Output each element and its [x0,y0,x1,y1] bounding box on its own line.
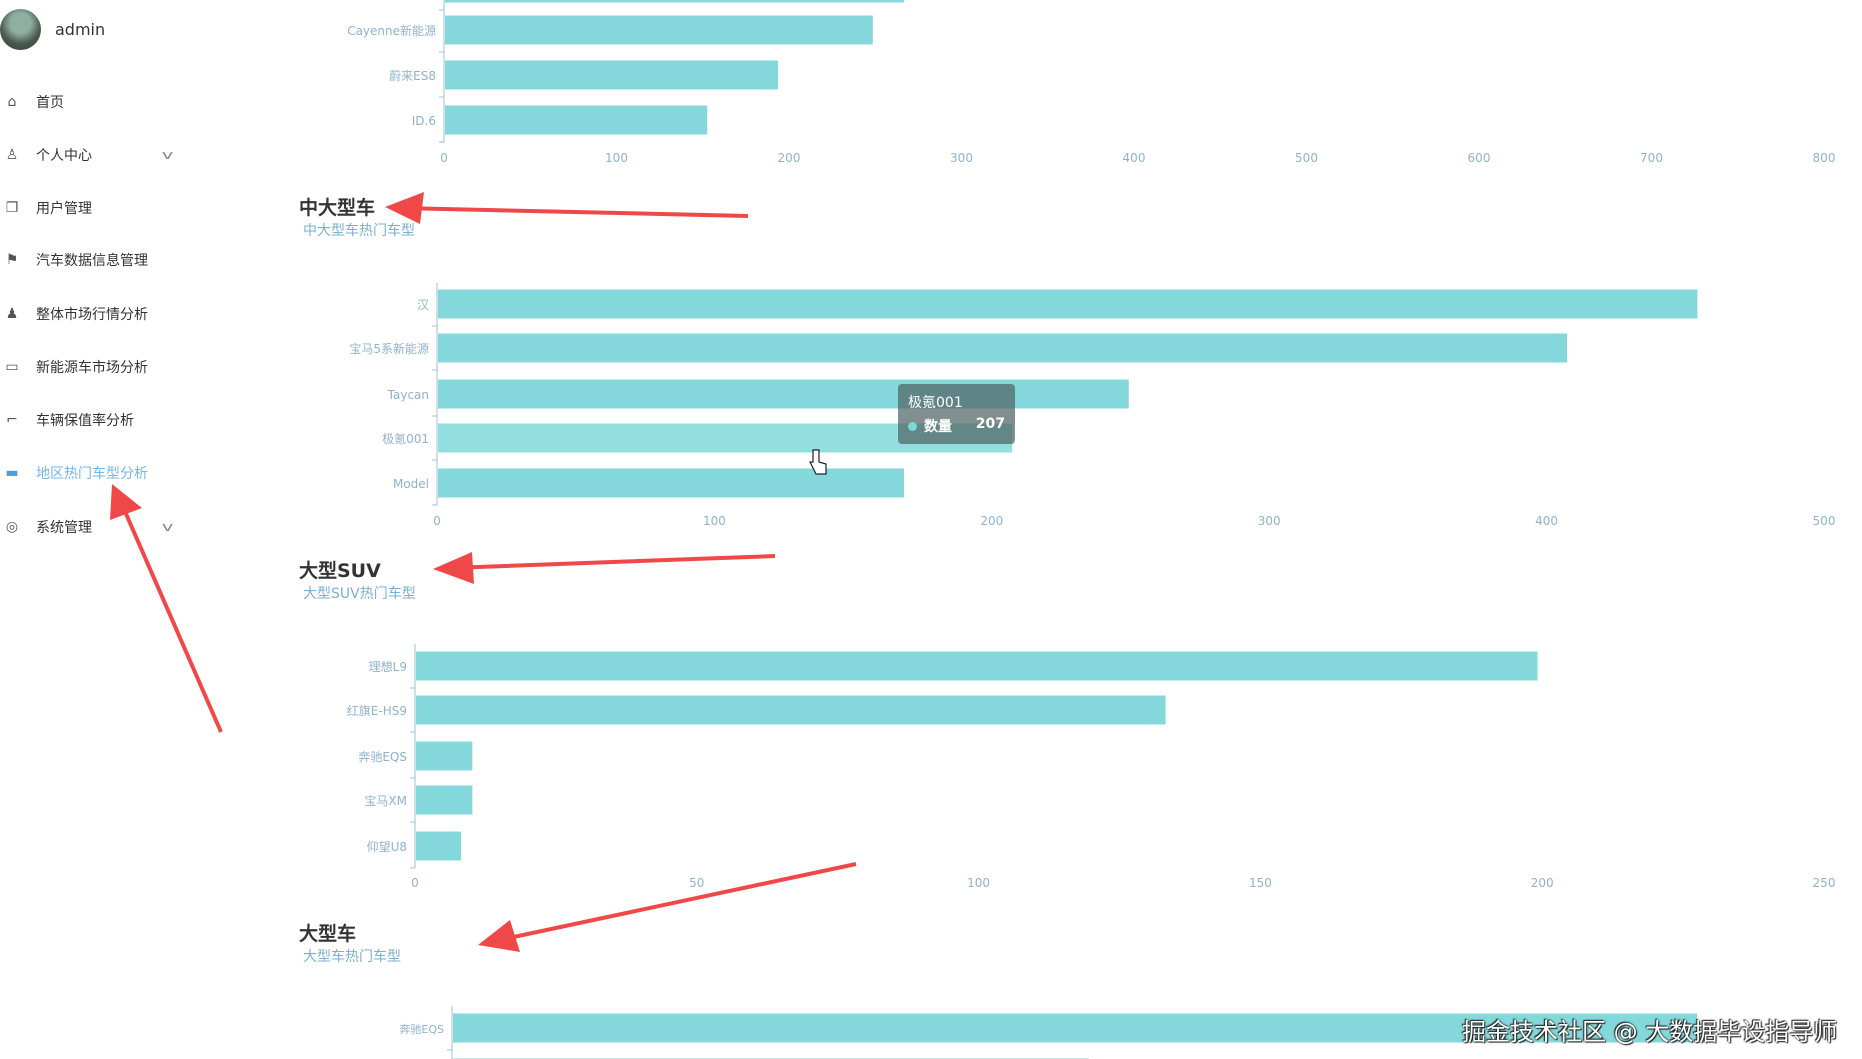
sidebar-item-3[interactable]: ⚑ 汽车数据信息管理 [0,240,190,280]
sidebar-item-2[interactable]: ❐ 用户管理 [0,188,190,228]
tooltip-series-dot [908,422,917,431]
x-tick-label: 0 [411,876,419,890]
sidebar-item-label: 地区热门车型分析 [36,466,148,482]
tooltip-value: 207 [975,416,1005,432]
x-tick-label: 250 [1813,876,1836,890]
x-tick-label: 200 [980,514,1003,528]
y-tick-label: 蔚来ES8 [389,69,436,83]
y-tick-label: 奔驰EQS [358,750,407,764]
settings-icon: ◎ [5,519,19,535]
sidebar-item-label: 系统管理 [36,520,92,536]
y-tick-label: Model [393,477,429,491]
sidebar-item-label: 汽车数据信息管理 [36,253,148,269]
bar-unlabeled [445,0,904,3]
x-tick-label: 100 [967,876,990,890]
bar-Cayenne新能源 [445,15,873,45]
username[interactable]: admin [55,20,106,39]
bar-宝马XM [416,785,473,815]
monitor-icon: ▬ [5,465,19,481]
sidebar-item-1[interactable]: ♙ 个人中心 v [0,135,190,175]
x-tick-label: 50 [689,876,704,890]
sidebar-item-4[interactable]: ♟ 整体市场行情分析 [0,294,190,334]
chart-title-large-suv: 大型SUV [299,560,381,582]
x-tick-label: 400 [1123,151,1146,165]
sidebar: admin ⌂ 首页 ♙ 个人中心 v ❐ 用户管理 ⚑ 汽车数据信息管理 ♟ 整体市场行情分析 ▭ 新… [0,0,260,1059]
chart-title-large: 大型车 [299,923,357,945]
x-tick-label: 500 [1813,514,1836,528]
x-tick-label: 0 [440,151,448,165]
y-tick-label: ID.6 [412,114,436,128]
sidebar-item-7[interactable]: ▬ 地区热门车型分析 [0,453,190,493]
bar-仰望U8 [416,831,462,861]
bar-奔驰EQS [453,1013,1697,1043]
x-tick-label: 500 [1295,151,1318,165]
x-tick-label: 300 [1258,514,1281,528]
chart-subtitle-large-suv: 大型SUV热门车型 [303,586,416,602]
sidebar-item-6[interactable]: ⌐ 车辆保值率分析 [0,400,190,440]
y-tick-label: Cayenne新能源 [347,23,436,38]
bar-汉 [438,289,1698,319]
x-tick-label: 300 [950,151,973,165]
x-tick-label: 400 [1535,514,1558,528]
y-tick-label: 理想L9 [369,659,407,674]
home-icon: ⌂ [7,94,17,110]
stamp-icon: ♟ [5,306,19,322]
tooltip-series-name: 数量 [924,419,952,435]
bar-蔚来ES8 [445,60,778,90]
bar-Taycan [438,379,1129,409]
x-tick-label: 600 [1468,151,1491,165]
sidebar-item-label: 整体市场行情分析 [36,307,148,323]
x-tick-label: 200 [778,151,801,165]
chart-subtitle-mid-large: 中大型车热门车型 [303,223,415,239]
bar-宝马5系新能源 [438,333,1568,363]
y-tick-label: 宝马XM [364,794,407,808]
card-icon: ▭ [5,359,19,375]
x-tick-label: 100 [605,151,628,165]
x-tick-label: 200 [1531,876,1554,890]
bar-Model [438,468,905,498]
bar-红旗E-HS9 [416,695,1166,725]
crop-icon: ⌐ [6,412,18,428]
sidebar-item-0[interactable]: ⌂ 首页 [0,82,190,122]
sidebar-item-5[interactable]: ▭ 新能源车市场分析 [0,347,190,387]
x-tick-label: 0 [433,514,441,528]
x-tick-label: 700 [1640,151,1663,165]
sidebar-item-label: 用户管理 [36,201,92,217]
chevron-down-icon[interactable]: v [161,148,174,162]
chart-title-mid-large: 中大型车 [299,197,376,219]
bar-奔驰EQS [416,741,473,771]
y-tick-label: Taycan [387,388,429,402]
y-tick-label: 汉 [417,298,429,312]
user-icon: ♙ [5,147,19,163]
sidebar-item-label: 个人中心 [36,148,92,164]
sidebar-item-label: 车辆保值率分析 [36,413,134,429]
copy-icon: ❐ [5,200,19,216]
tooltip-title: 极氪001 [908,395,963,411]
chart-subtitle-large: 大型车热门车型 [303,949,401,965]
x-tick-label: 800 [1813,151,1836,165]
avatar[interactable] [0,9,41,50]
y-tick-label: 仰望U8 [367,839,407,854]
bar-理想L9 [416,651,1538,681]
y-tick-label: 宝马5系新能源 [349,341,429,356]
y-tick-label: 极氪001 [382,431,429,446]
sidebar-item-label: 首页 [36,95,64,111]
chart-tooltip: 极氪001 数量 207 [898,384,1015,444]
sidebar-item-label: 新能源车市场分析 [36,360,148,376]
watermark: 掘金技术社区 @ 大数据毕设指导师 [1462,1018,1838,1046]
y-tick-label: 红旗E-HS9 [347,703,407,718]
y-tick-label: 奔驰EQS [399,1022,444,1036]
bar-ID.6 [445,105,708,135]
x-tick-label: 150 [1249,876,1272,890]
x-tick-label: 100 [703,514,726,528]
flag-icon: ⚑ [5,252,19,268]
